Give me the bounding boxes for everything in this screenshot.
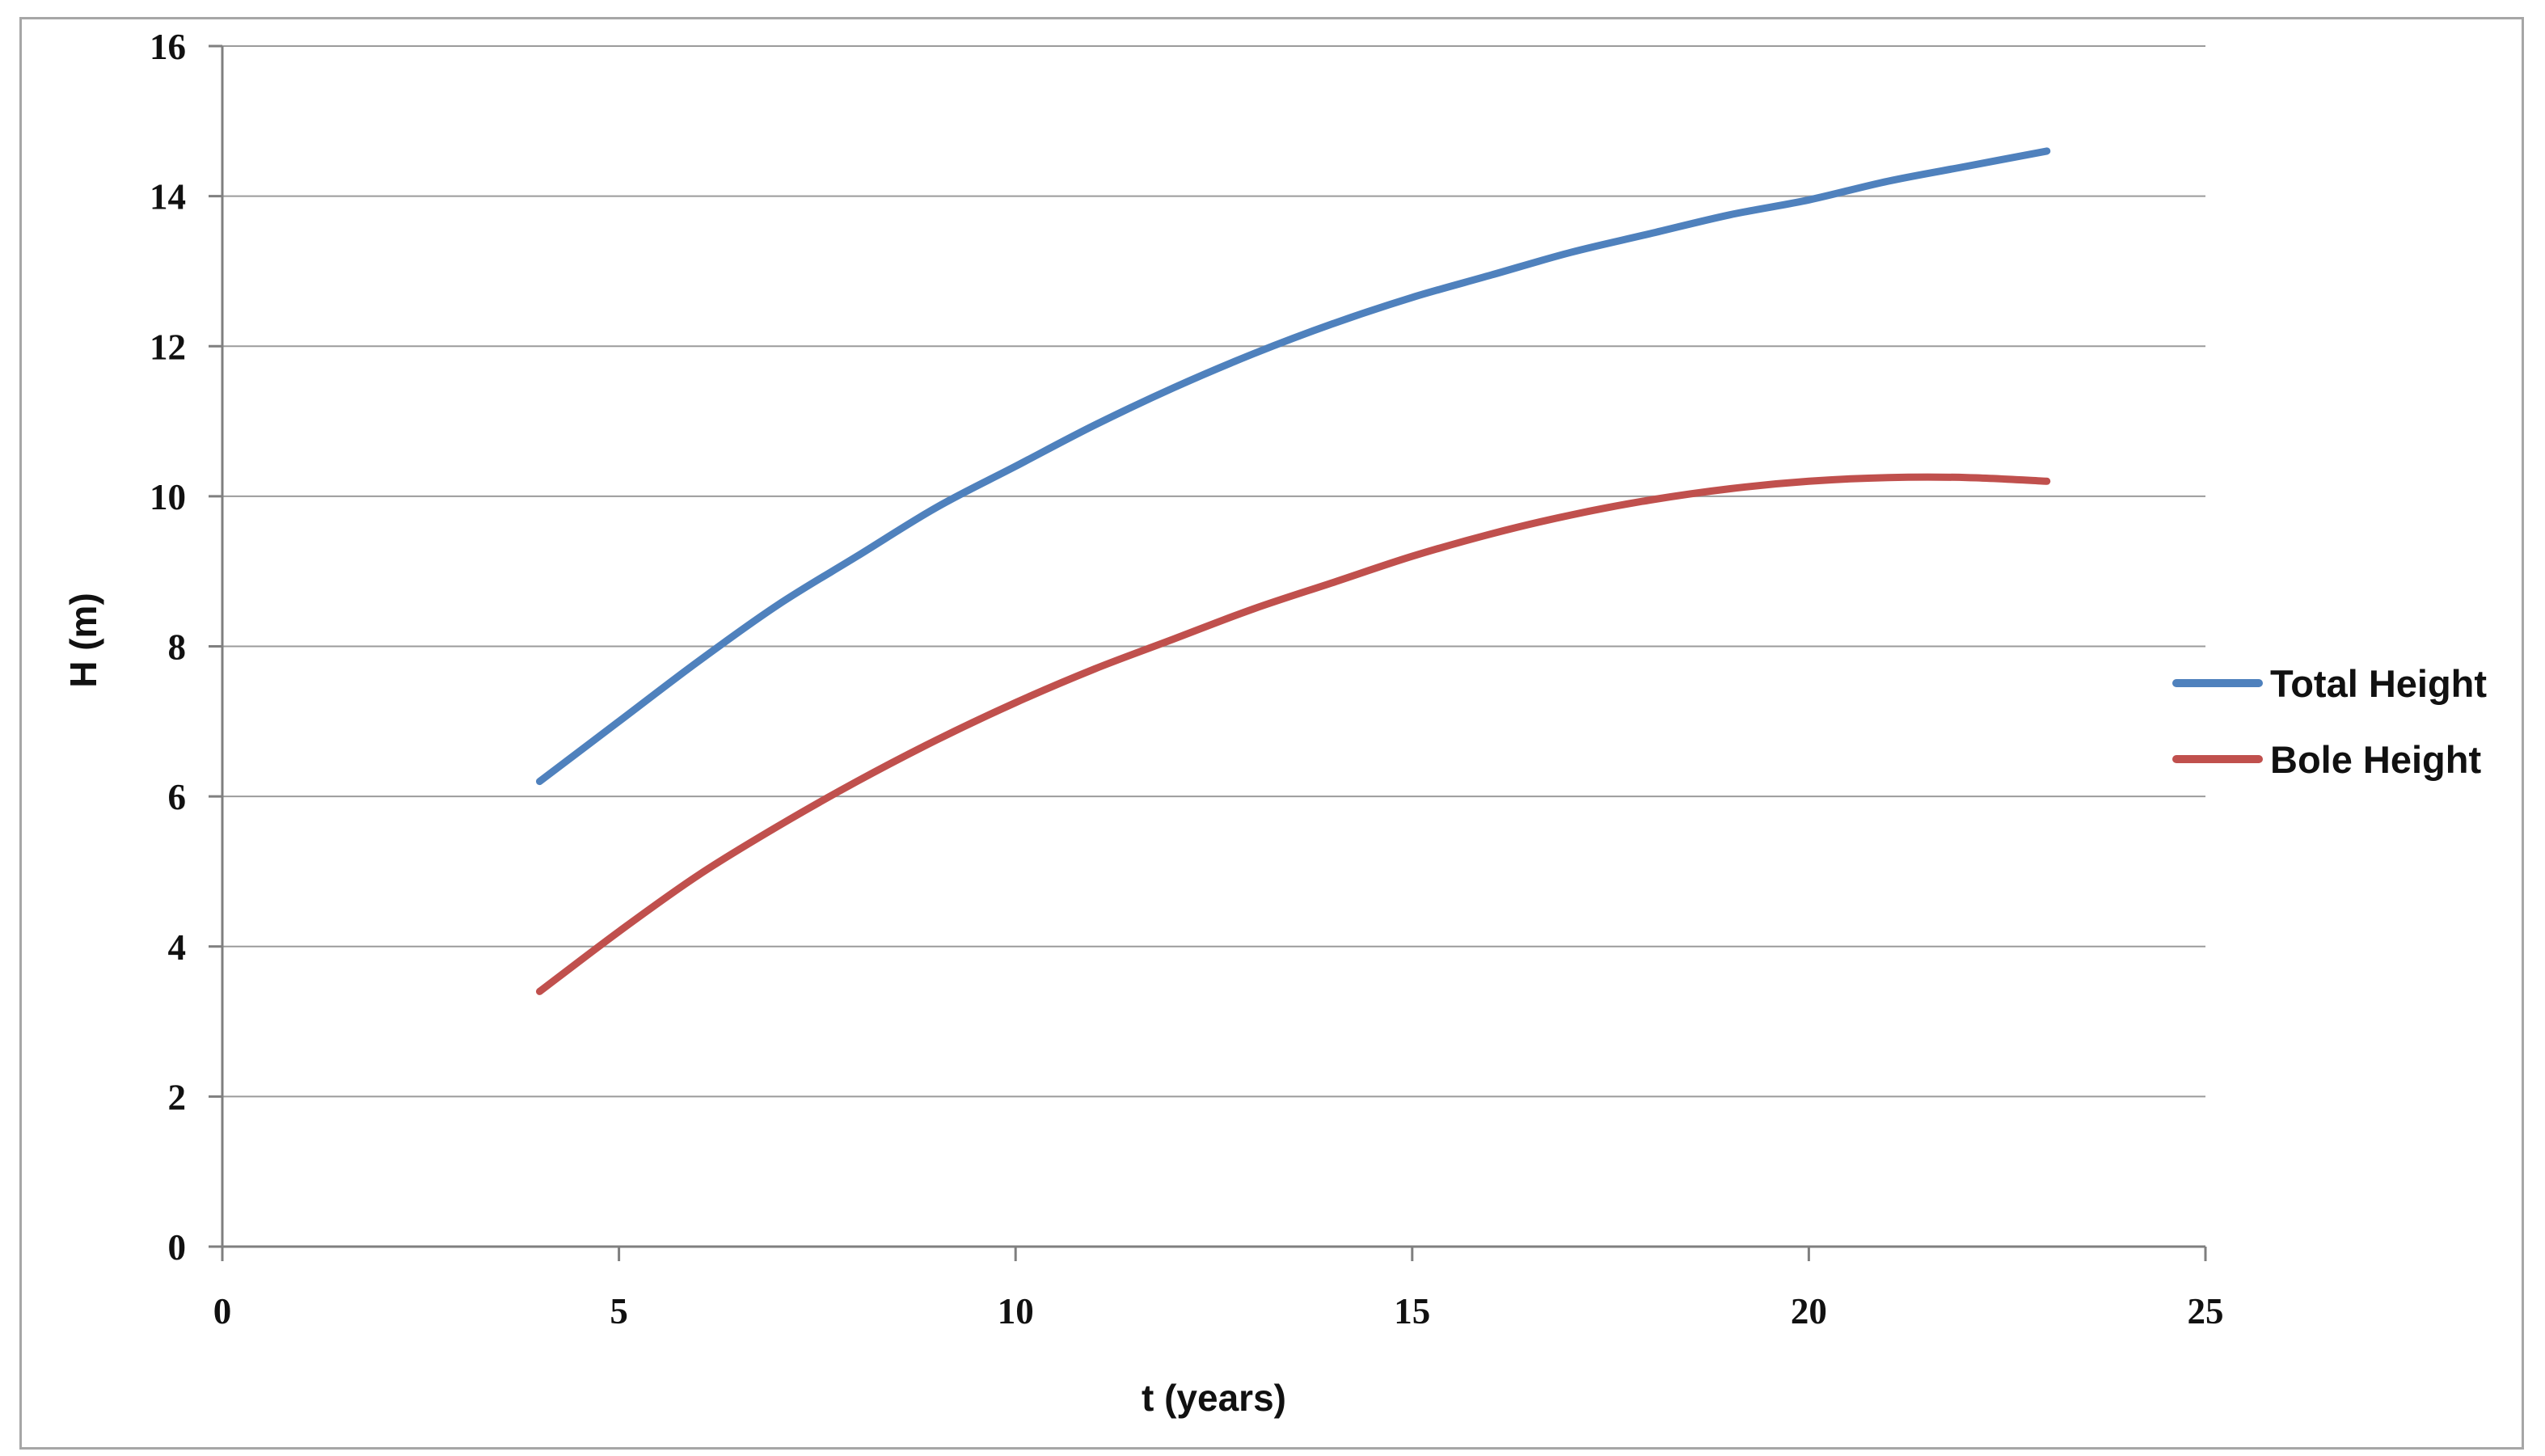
y-tick-label: 16 (150, 27, 186, 67)
y-tick-label: 0 (168, 1227, 187, 1268)
legend: Total Height Bole Height (2172, 662, 2487, 814)
y-tick-label: 2 (168, 1077, 187, 1117)
y-tick-label: 8 (168, 627, 187, 668)
legend-item-total-height: Total Height (2172, 661, 2488, 705)
y-tick-label: 6 (168, 777, 187, 817)
y-axis-title: H (m) (62, 593, 104, 688)
legend-swatch-total-height (2172, 679, 2263, 687)
x-tick-label: 10 (998, 1291, 1034, 1332)
series-line-bole-height (536, 473, 2051, 995)
y-tick-label: 4 (168, 927, 187, 968)
legend-label-bole-height: Bole Height (2270, 737, 2482, 781)
x-tick-label: 20 (1791, 1291, 1827, 1332)
legend-item-bole-height: Bole Height (2172, 737, 2487, 781)
y-tick-label: 10 (150, 477, 186, 517)
legend-label-total-height: Total Height (2270, 661, 2488, 705)
x-tick-label: 0 (213, 1291, 232, 1332)
x-tick-label: 15 (1394, 1291, 1430, 1332)
x-axis-title: t (years) (1142, 1377, 1286, 1419)
x-tick-label: 5 (610, 1291, 628, 1332)
x-tick-label: 25 (2188, 1291, 2224, 1332)
legend-swatch-bole-height (2172, 755, 2263, 763)
y-tick-label: 14 (150, 177, 186, 217)
series-line-total-height (536, 147, 2051, 786)
y-tick-label: 12 (150, 327, 186, 367)
